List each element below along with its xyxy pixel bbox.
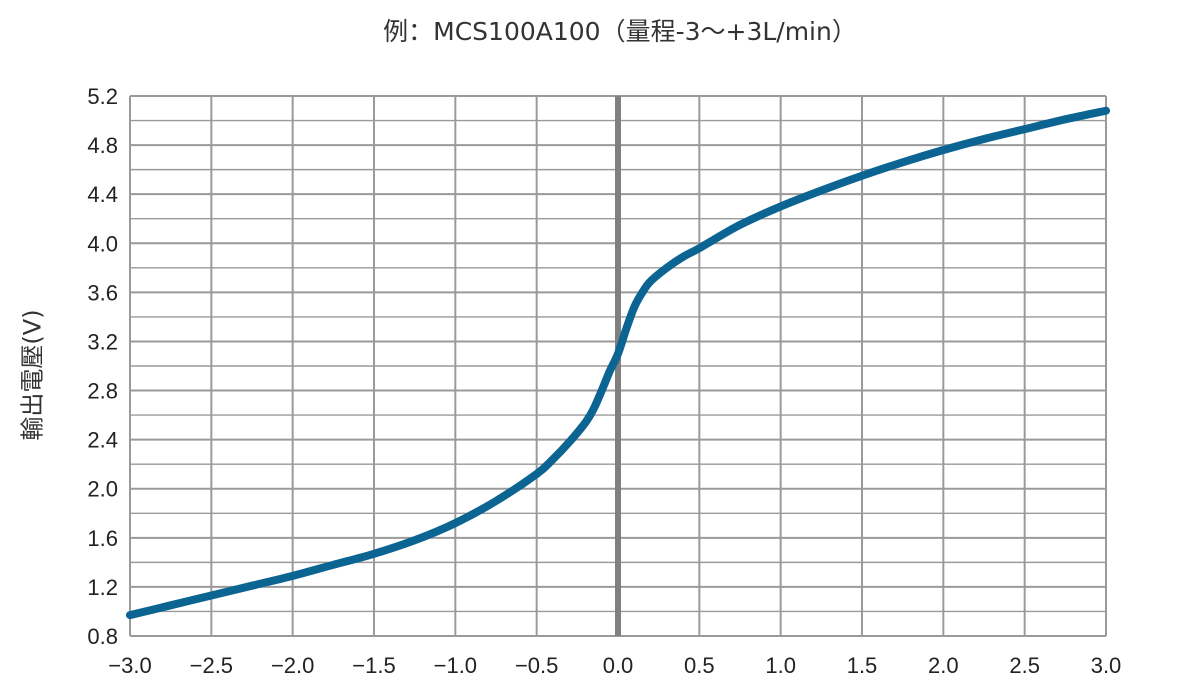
x-tick-label: 0.0 xyxy=(603,653,634,678)
x-tick-label: −1.0 xyxy=(434,653,477,678)
y-tick-label: 5.2 xyxy=(87,84,118,109)
y-tick-label: 2.8 xyxy=(87,379,118,404)
y-tick-label: 4.0 xyxy=(87,231,118,256)
x-tick-label: 2.5 xyxy=(1009,653,1040,678)
x-tick-label: 1.0 xyxy=(765,653,796,678)
y-tick-labels: 0.8 1.2 1.6 2.0 2.4 2.8 3.2 3.6 4.0 4.4 4.8 5.2 xyxy=(87,84,118,649)
x-tick-label: −2.0 xyxy=(271,653,314,678)
series-line-0 xyxy=(126,106,1110,620)
x-tick-label: 1.5 xyxy=(847,653,878,678)
y-tick-label: 4.8 xyxy=(87,133,118,158)
chart-title: 例：MCS100A100（量程-3～+3L/min） xyxy=(383,17,857,46)
x-tick-label: 2.0 xyxy=(928,653,959,678)
x-tick-label: −1.5 xyxy=(352,653,395,678)
y-tick-label: 3.6 xyxy=(87,280,118,305)
y-tick-label: 1.6 xyxy=(87,526,118,551)
y-tick-label: 3.2 xyxy=(87,329,118,354)
y-tick-label: 2.4 xyxy=(87,428,118,453)
x-tick-label: −2.5 xyxy=(190,653,233,678)
x-tick-label: −0.5 xyxy=(515,653,558,678)
y-tick-label: 1.2 xyxy=(87,575,118,600)
x-tick-label: 0.5 xyxy=(684,653,715,678)
x-tick-labels: −3.0 −2.5 −2.0 −1.5 −1.0 −0.5 0.0 0.5 1.0 1.5 2.0 2… xyxy=(108,653,1121,678)
series-layer xyxy=(126,106,1110,620)
y-tick-label: 4.4 xyxy=(87,182,118,207)
x-tick-label: 3.0 xyxy=(1091,653,1122,678)
y-tick-label: 2.0 xyxy=(87,477,118,502)
y-tick-label: 0.8 xyxy=(87,624,118,649)
x-tick-label: −3.0 xyxy=(108,653,151,678)
